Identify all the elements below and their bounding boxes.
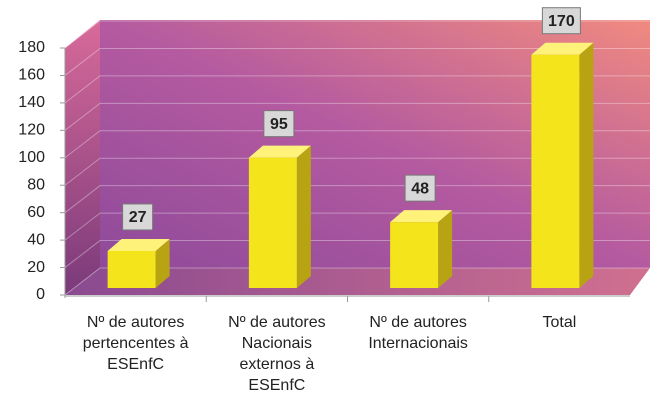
value-label: 27 xyxy=(129,209,147,226)
bar xyxy=(248,157,297,288)
y-tick-label: 140 xyxy=(18,94,45,111)
grid-line xyxy=(64,47,650,76)
value-label: 95 xyxy=(270,116,288,133)
bar xyxy=(531,54,580,288)
grid-line xyxy=(64,240,650,268)
value-label-box xyxy=(122,203,154,231)
y-tick-label: 160 xyxy=(18,67,45,84)
bar-top xyxy=(390,210,453,223)
x-tick-label: Total xyxy=(542,314,577,331)
value-label-box xyxy=(263,110,295,138)
grid-line xyxy=(64,102,650,131)
value-label: 170 xyxy=(548,13,575,30)
y-tick-label: 40 xyxy=(27,231,45,248)
floor xyxy=(65,268,650,295)
y-tick-label: 20 xyxy=(27,259,45,276)
bar-side xyxy=(296,145,311,288)
bar-top xyxy=(107,238,170,251)
grid-line xyxy=(64,157,650,186)
grid-line xyxy=(64,130,650,159)
y-tick-label: 180 xyxy=(18,39,45,56)
grid-line xyxy=(64,20,650,49)
bar-top xyxy=(248,145,311,158)
value-label-box xyxy=(404,174,436,202)
y-tick-label: 60 xyxy=(27,204,45,221)
y-tick-label: 120 xyxy=(18,122,45,139)
grid-line xyxy=(64,185,650,214)
y-tick-label: 80 xyxy=(27,176,45,193)
y-tick-label: 100 xyxy=(18,149,45,166)
bar xyxy=(107,250,156,288)
back-wall xyxy=(100,20,650,268)
grid-line xyxy=(64,267,650,296)
bar-side xyxy=(579,42,594,288)
bar-side xyxy=(155,238,170,288)
x-tick-label: Nº de autores Nacionais externos à ESEnf… xyxy=(228,314,326,394)
side-wall xyxy=(65,20,100,295)
grid-line xyxy=(64,75,650,104)
bar-side xyxy=(438,210,453,288)
value-label: 48 xyxy=(411,180,429,197)
grid-line xyxy=(64,212,650,241)
bar xyxy=(390,222,439,288)
bar-top xyxy=(531,42,594,55)
x-tick-label: Nº de autores pertencentes à ESEnfC xyxy=(82,314,189,373)
x-tick-label: Nº de autores Internacionais xyxy=(368,314,468,352)
value-label-box xyxy=(541,7,581,35)
y-tick-label: 0 xyxy=(36,286,45,303)
